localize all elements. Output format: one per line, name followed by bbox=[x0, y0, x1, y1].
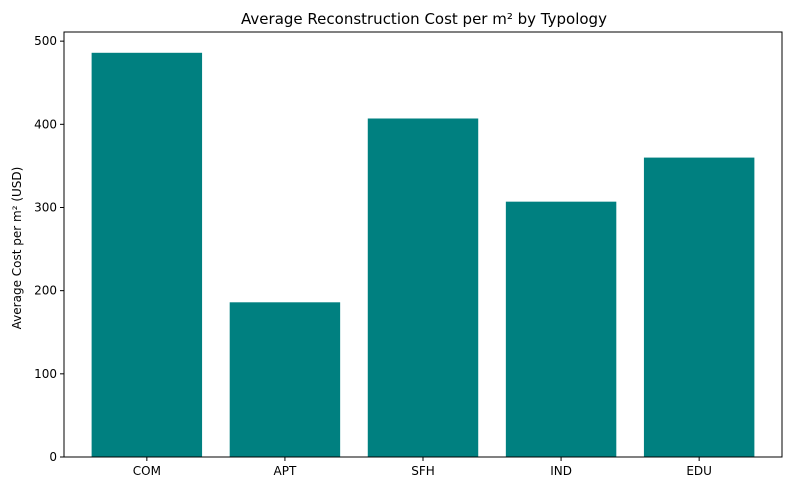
x-tick-label: IND bbox=[550, 464, 572, 478]
y-tick-label: 500 bbox=[34, 34, 57, 48]
x-tick-label: SFH bbox=[411, 464, 435, 478]
bar-ind bbox=[505, 201, 617, 457]
y-axis-label: Average Cost per m² (USD) bbox=[10, 167, 24, 330]
x-tick-label: EDU bbox=[686, 464, 712, 478]
y-axis: 0 100 200 300 400 500 bbox=[34, 34, 64, 464]
y-tick-label: 300 bbox=[34, 200, 57, 214]
x-tick-label: APT bbox=[274, 464, 297, 478]
bar-edu bbox=[643, 157, 755, 457]
bar-sfh bbox=[367, 118, 479, 457]
bars-group bbox=[91, 52, 755, 457]
bar-apt bbox=[229, 302, 341, 457]
plot-frame bbox=[63, 31, 783, 458]
y-tick-label: 100 bbox=[34, 367, 57, 381]
y-tick-label: 400 bbox=[34, 117, 57, 131]
x-tick-label: COM bbox=[133, 464, 161, 478]
chart-title: Average Reconstruction Cost per m² by Ty… bbox=[241, 10, 607, 28]
x-axis: COM APT SFH IND EDU bbox=[133, 457, 712, 478]
y-tick-label: 0 bbox=[49, 450, 57, 464]
bar-com bbox=[91, 52, 203, 457]
y-tick-label: 200 bbox=[34, 284, 57, 298]
